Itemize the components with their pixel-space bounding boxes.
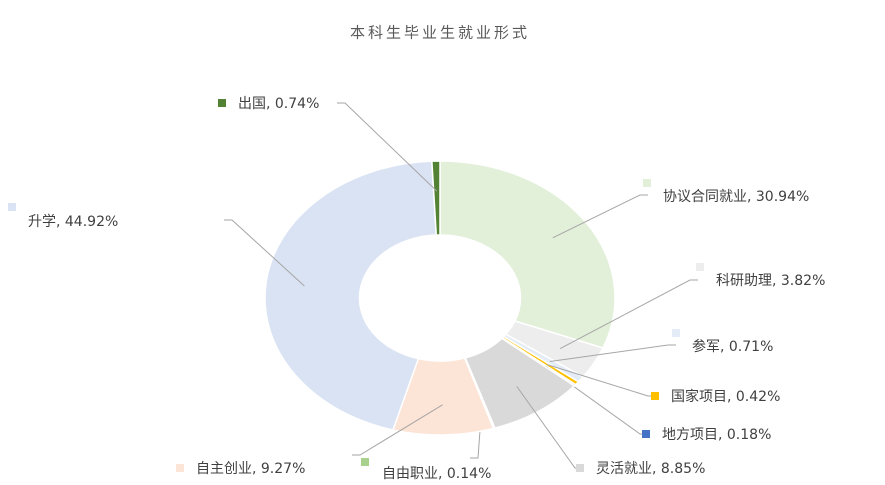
- leader-line: [337, 102, 438, 192]
- data-label: 出国, 0.74%: [238, 96, 319, 112]
- data-label: 科研助理, 3.82%: [716, 273, 825, 289]
- legend-marker: [672, 329, 680, 337]
- legend-marker: [218, 99, 226, 107]
- data-label: 参军, 0.71%: [692, 338, 773, 355]
- donut-slice: [431, 160, 441, 236]
- leader-line: [559, 279, 698, 350]
- data-label: 地方项目, 0.18%: [662, 427, 771, 443]
- legend-marker: [696, 263, 704, 271]
- data-label: 国家项目, 0.42%: [671, 388, 780, 405]
- leader-line: [552, 194, 648, 239]
- donut-slice: [439, 160, 616, 349]
- data-label: 自主创业, 9.27%: [196, 461, 305, 477]
- data-label: 升学, 44.92%: [28, 214, 118, 230]
- legend-marker: [643, 179, 651, 187]
- legend-marker: [8, 203, 16, 211]
- legend-marker: [651, 392, 659, 400]
- donut-slice: [264, 160, 438, 431]
- legend-marker: [361, 458, 369, 466]
- legend-marker: [642, 430, 650, 438]
- data-label: 协议合同就业, 30.94%: [663, 189, 809, 205]
- data-label: 灵活就业, 8.85%: [596, 461, 705, 477]
- leader-line: [224, 219, 305, 287]
- leader-line: [352, 404, 443, 456]
- chart-title: 本科生毕业生就业形式: [350, 24, 530, 42]
- data-label: 自由职业, 0.14%: [382, 466, 491, 482]
- leader-line: [549, 344, 676, 362]
- legend-marker: [176, 464, 184, 472]
- legend-marker: [576, 464, 584, 472]
